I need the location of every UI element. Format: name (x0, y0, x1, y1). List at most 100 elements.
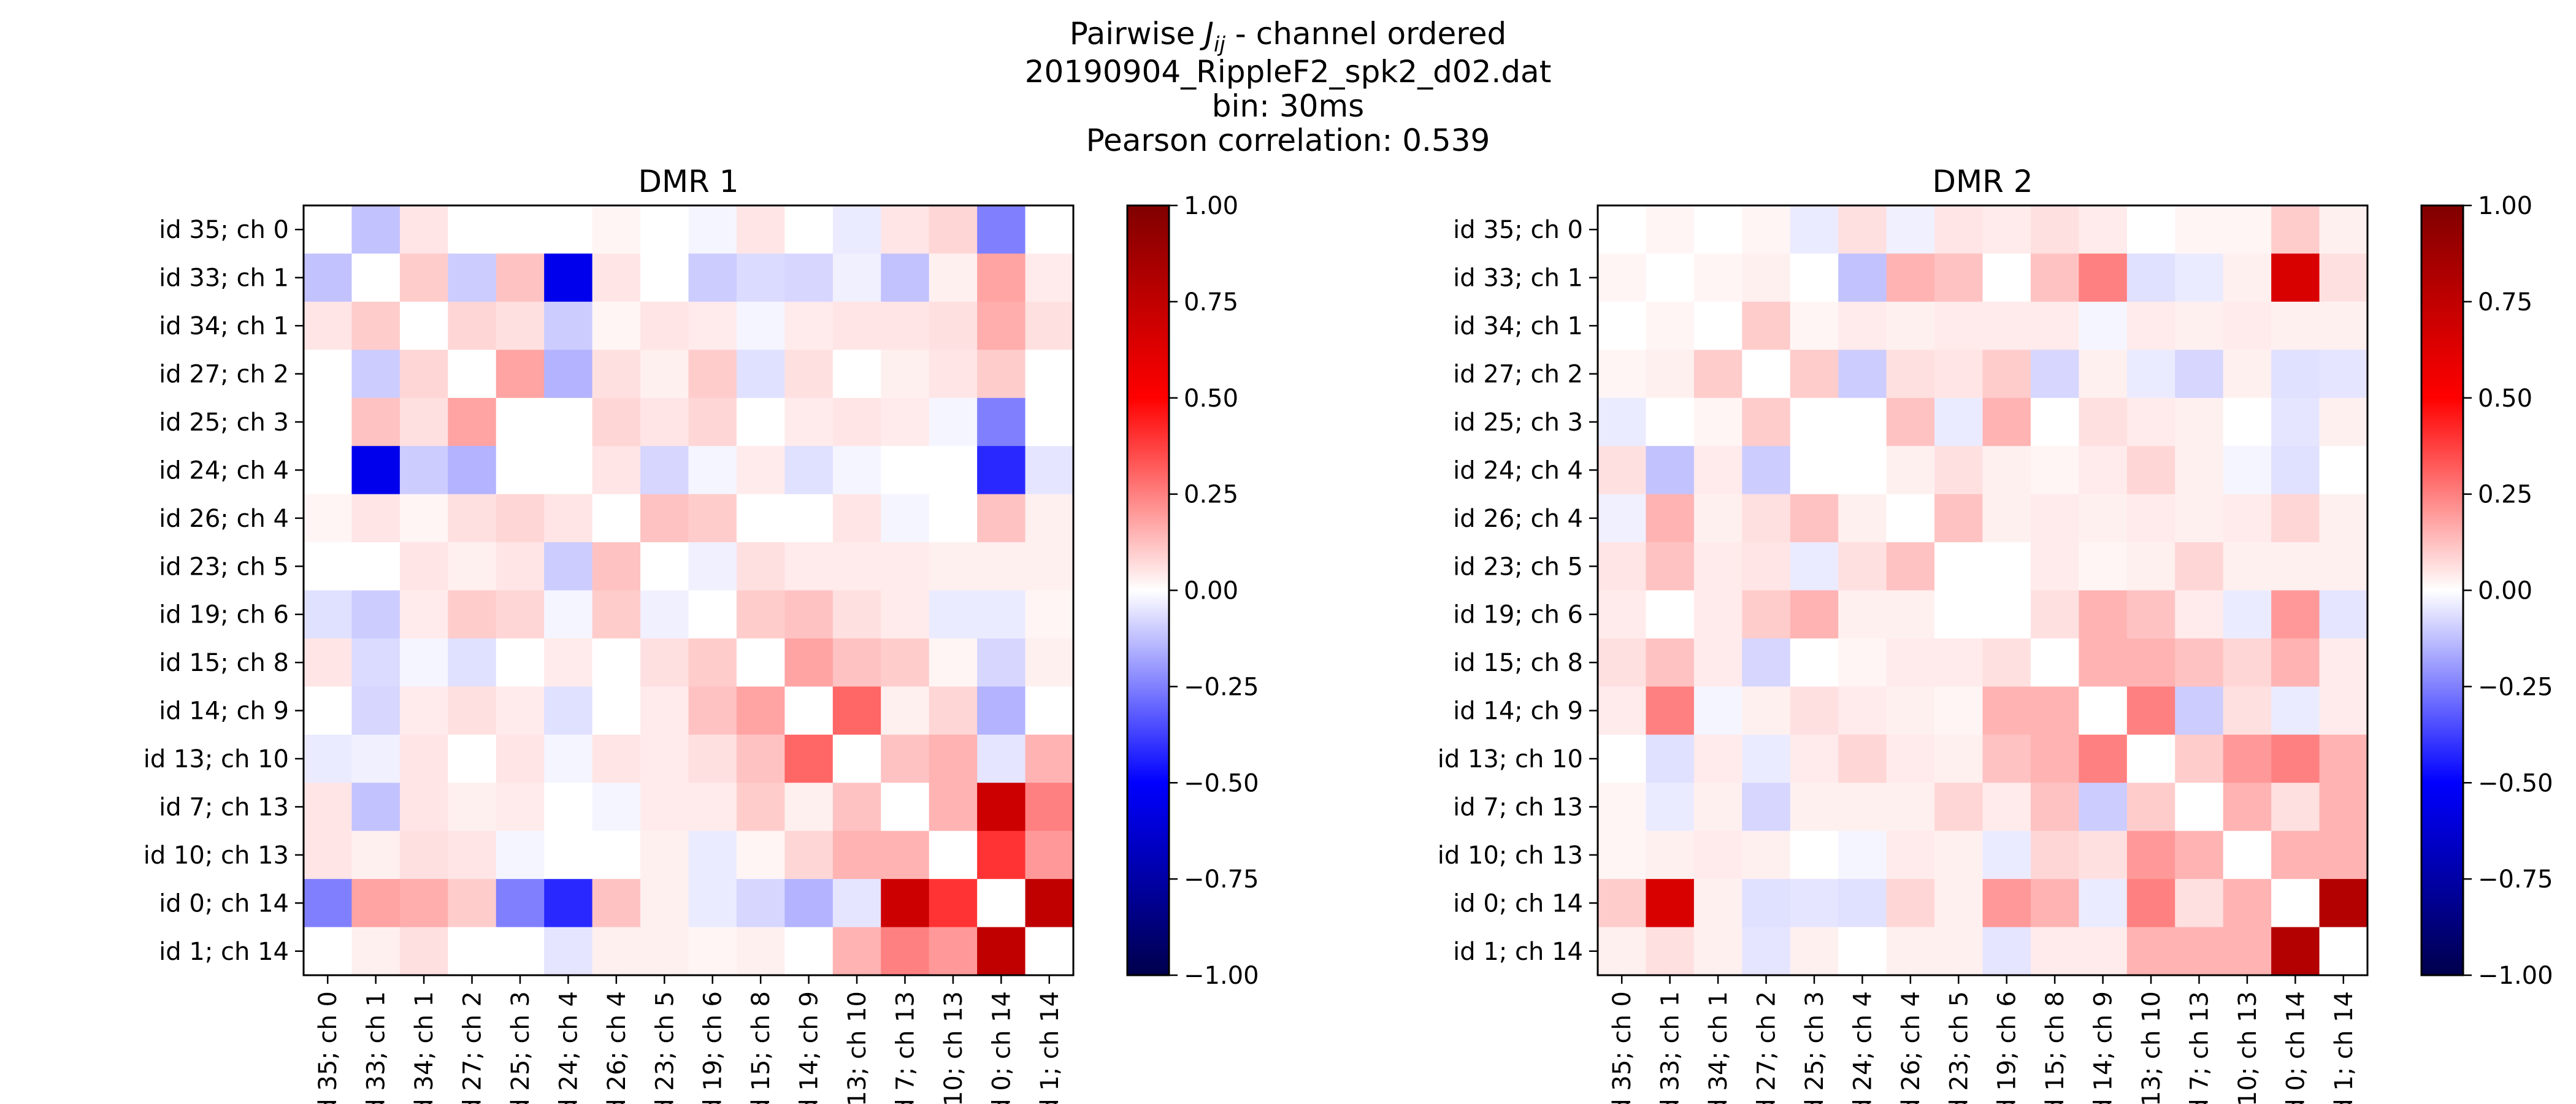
heatmap-cell (2223, 879, 2272, 928)
heatmap-cell (544, 205, 593, 255)
heatmap-cell (2319, 397, 2368, 447)
heatmap-cell (2223, 397, 2272, 447)
heatmap-cell (1742, 350, 1791, 399)
heatmap-cell (1693, 542, 1742, 591)
heatmap-cell (1598, 686, 1647, 735)
heatmap-cell (399, 638, 448, 687)
heatmap-cell (304, 205, 353, 255)
heatmap-cell (688, 350, 737, 399)
heatmap-cell (1934, 397, 1984, 447)
heatmap-cell (1838, 494, 1887, 543)
heatmap-cell (448, 253, 497, 302)
heatmap-cell (2223, 542, 2272, 591)
heatmap-cell (736, 686, 785, 735)
heatmap-cell (2319, 830, 2368, 880)
colorbar-tick-label: −1.00 (2478, 962, 2553, 990)
heatmap-cell (2126, 638, 2175, 687)
heatmap-cell (399, 783, 448, 832)
heatmap-cell (1693, 638, 1742, 687)
y-tick-label: id 35; ch 0 (159, 216, 289, 244)
x-tick-label: id 25; ch 3 (1801, 991, 1829, 1104)
heatmap-cell (2079, 301, 2128, 350)
heatmap-cell (640, 397, 689, 447)
heatmap-cell (399, 301, 448, 350)
heatmap-cell (399, 590, 448, 639)
heatmap-cell (1693, 205, 1742, 255)
heatmap-cell (496, 734, 545, 783)
heatmap-cell (977, 350, 1026, 399)
heatmap-cell (929, 686, 978, 735)
heatmap-cell (881, 494, 930, 543)
heatmap-cell (448, 494, 497, 543)
heatmap-cell (1982, 494, 2031, 543)
heatmap-cell (592, 494, 641, 543)
heatmap-cell (2175, 494, 2224, 543)
heatmap-cell (1742, 686, 1791, 735)
heatmap-cell (2223, 927, 2272, 976)
heatmap-cell (1886, 638, 1935, 687)
colorbar-tick-label: −0.75 (2478, 865, 2553, 894)
heatmap-cell (2175, 590, 2224, 639)
heatmap-cell (592, 830, 641, 880)
heatmap-cell (977, 397, 1026, 447)
heatmap-cell (832, 734, 881, 783)
heatmap-cell (2271, 253, 2320, 302)
heatmap-cell (784, 253, 834, 302)
heatmap-cell (496, 205, 545, 255)
heatmap-cell (2079, 494, 2128, 543)
heatmap-cell (1646, 927, 1695, 976)
heatmap-cell (2079, 686, 2128, 735)
heatmap-cell (1790, 783, 1839, 832)
heatmap-cell (1982, 686, 2031, 735)
x-tick-label: id 25; ch 3 (507, 991, 535, 1104)
heatmap-cell (832, 927, 881, 976)
heatmap-cell (1982, 397, 2031, 447)
y-tick-label: id 1; ch 14 (1453, 938, 1583, 966)
title-file: 20190904_RippleF2_spk2_d02.dat (1025, 54, 1552, 90)
heatmap-cell (929, 734, 978, 783)
heatmap-cell (2126, 397, 2175, 447)
heatmap-cell (496, 253, 545, 302)
heatmap-cell (2079, 879, 2128, 928)
heatmap-cell (2079, 253, 2128, 302)
y-tick-label: id 13; ch 10 (144, 745, 289, 773)
heatmap-cell (1838, 686, 1887, 735)
heatmap-cell (351, 446, 401, 495)
heatmap-cell (1934, 350, 1984, 399)
heatmap-cell (977, 927, 1026, 976)
colorbar: 1.00 0.75 0.50 0.25 0.00 −0.25 −0.50 −0.75 −1.00 (1126, 192, 1259, 990)
heatmap-cell (640, 686, 689, 735)
colorbar-tick-label: 0.25 (2478, 481, 2532, 509)
heatmap-cell (736, 253, 785, 302)
heatmap-cell (736, 783, 785, 832)
y-tick-label: id 25; ch 3 (159, 408, 289, 437)
heatmap-cell (688, 830, 737, 880)
heatmap-cell (1886, 494, 1935, 543)
heatmap-cell (1982, 542, 2031, 591)
heatmap-cell (2175, 734, 2224, 783)
heatmap-cell (929, 830, 978, 880)
heatmap-cell (592, 253, 641, 302)
heatmap-cell (929, 253, 978, 302)
heatmap-cell (1982, 253, 2031, 302)
heatmap-cell (1742, 542, 1791, 591)
y-tick-label: id 27; ch 2 (1453, 361, 1583, 389)
heatmap-cell (1025, 734, 1074, 783)
y-tick-label: id 19; ch 6 (159, 601, 289, 629)
heatmap-cell (1742, 301, 1791, 350)
heatmap-cell (448, 686, 497, 735)
heatmap-cell (1646, 253, 1695, 302)
heatmap-cell (2271, 734, 2320, 783)
heatmap-cell (544, 638, 593, 687)
heatmap-cell (2319, 638, 2368, 687)
heatmap-cell (2030, 734, 2079, 783)
heatmap-cell (1025, 253, 1074, 302)
heatmap-cell (977, 446, 1026, 495)
colorbar-tick-label: 0.00 (1184, 577, 1238, 605)
heatmap-cell (592, 879, 641, 928)
y-tick-label: id 23; ch 5 (1453, 553, 1583, 581)
heatmap-cell (2223, 734, 2272, 783)
heatmap-cell (399, 397, 448, 447)
heatmap-cell (881, 397, 930, 447)
heatmap-cell (448, 590, 497, 639)
